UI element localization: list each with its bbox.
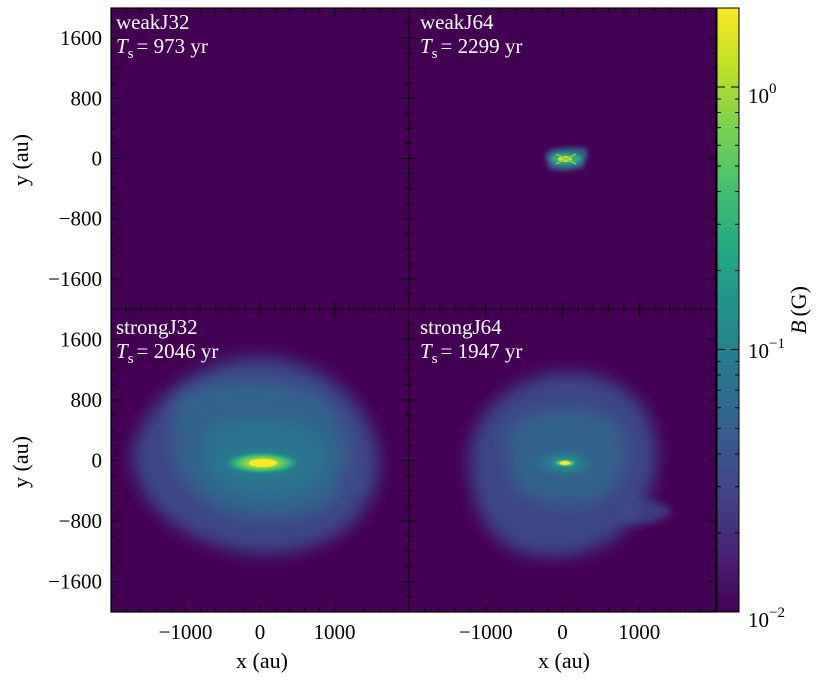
x-tick-label: 1000 [618, 620, 660, 644]
strongJ32-envelope [132, 356, 379, 554]
y-tick-label: −800 [59, 509, 102, 533]
x-tick-label: 0 [255, 620, 266, 644]
panel-strongJ64-name: strongJ64 [420, 315, 502, 339]
colorbar-title: B(G) [786, 286, 811, 334]
panel-weakJ32-time: Ts = 973 yr [116, 34, 208, 62]
y-tick-label: −1600 [48, 570, 102, 594]
colorbar-ticks [717, 7, 739, 613]
panel-weakJ32-name: weakJ32 [116, 10, 189, 34]
panel-strongJ64-label: strongJ64 Ts = 1947 yr [420, 315, 522, 367]
panel-strongJ32-name: strongJ32 [116, 315, 198, 339]
axis-tick-labels: −1000 0 1000 −1000 0 1000 1600 800 0 −800 −1600 160… [48, 26, 660, 644]
y-tick-label: 800 [71, 86, 103, 110]
y-tick-label: 0 [92, 449, 103, 473]
panel-weakJ64-label: weakJ64 Ts = 2299 yr [420, 10, 522, 62]
x-axis-title-left: x (au) [236, 648, 288, 673]
x-tick-label: 1000 [314, 620, 356, 644]
y-tick-label: 1600 [60, 26, 102, 50]
colorbar-tick-label-1: 100 [748, 81, 777, 108]
panel-strongJ32-label: strongJ32 Ts = 2046 yr [116, 315, 218, 367]
y-axis-title-top: y (au) [8, 134, 33, 186]
panel-weakJ64-time: Ts = 2299 yr [420, 34, 522, 62]
weakJ64-disk [545, 147, 588, 171]
axis-ticks [111, 8, 716, 612]
panel-weakJ64-name: weakJ64 [420, 10, 494, 34]
strongJ64-envelope [469, 372, 672, 557]
x-axis-title-right: x (au) [538, 648, 590, 673]
panel-weakJ32-background [111, 8, 409, 309]
colorbar-tick-label-0.01: 10−2 [748, 605, 785, 632]
y-axis-title-bottom: y (au) [8, 436, 33, 488]
y-tick-label: 1600 [60, 327, 102, 351]
plot-frame [110, 7, 717, 613]
colorbar [716, 7, 740, 613]
panel-strongJ64-time: Ts = 1947 yr [420, 339, 522, 367]
panel-weakJ32-label: weakJ32 Ts = 973 yr [116, 10, 208, 62]
y-tick-label: 0 [92, 147, 103, 171]
y-tick-label: −1600 [48, 267, 102, 291]
x-tick-label: 0 [557, 620, 568, 644]
x-tick-label: −1000 [459, 620, 513, 644]
y-tick-label: 800 [71, 388, 103, 412]
colorbar-tick-label-0.1: 10−1 [748, 336, 785, 363]
y-tick-label: −800 [59, 207, 102, 231]
panel-strongJ32-time: Ts = 2046 yr [116, 339, 218, 367]
x-tick-label: −1000 [159, 620, 213, 644]
